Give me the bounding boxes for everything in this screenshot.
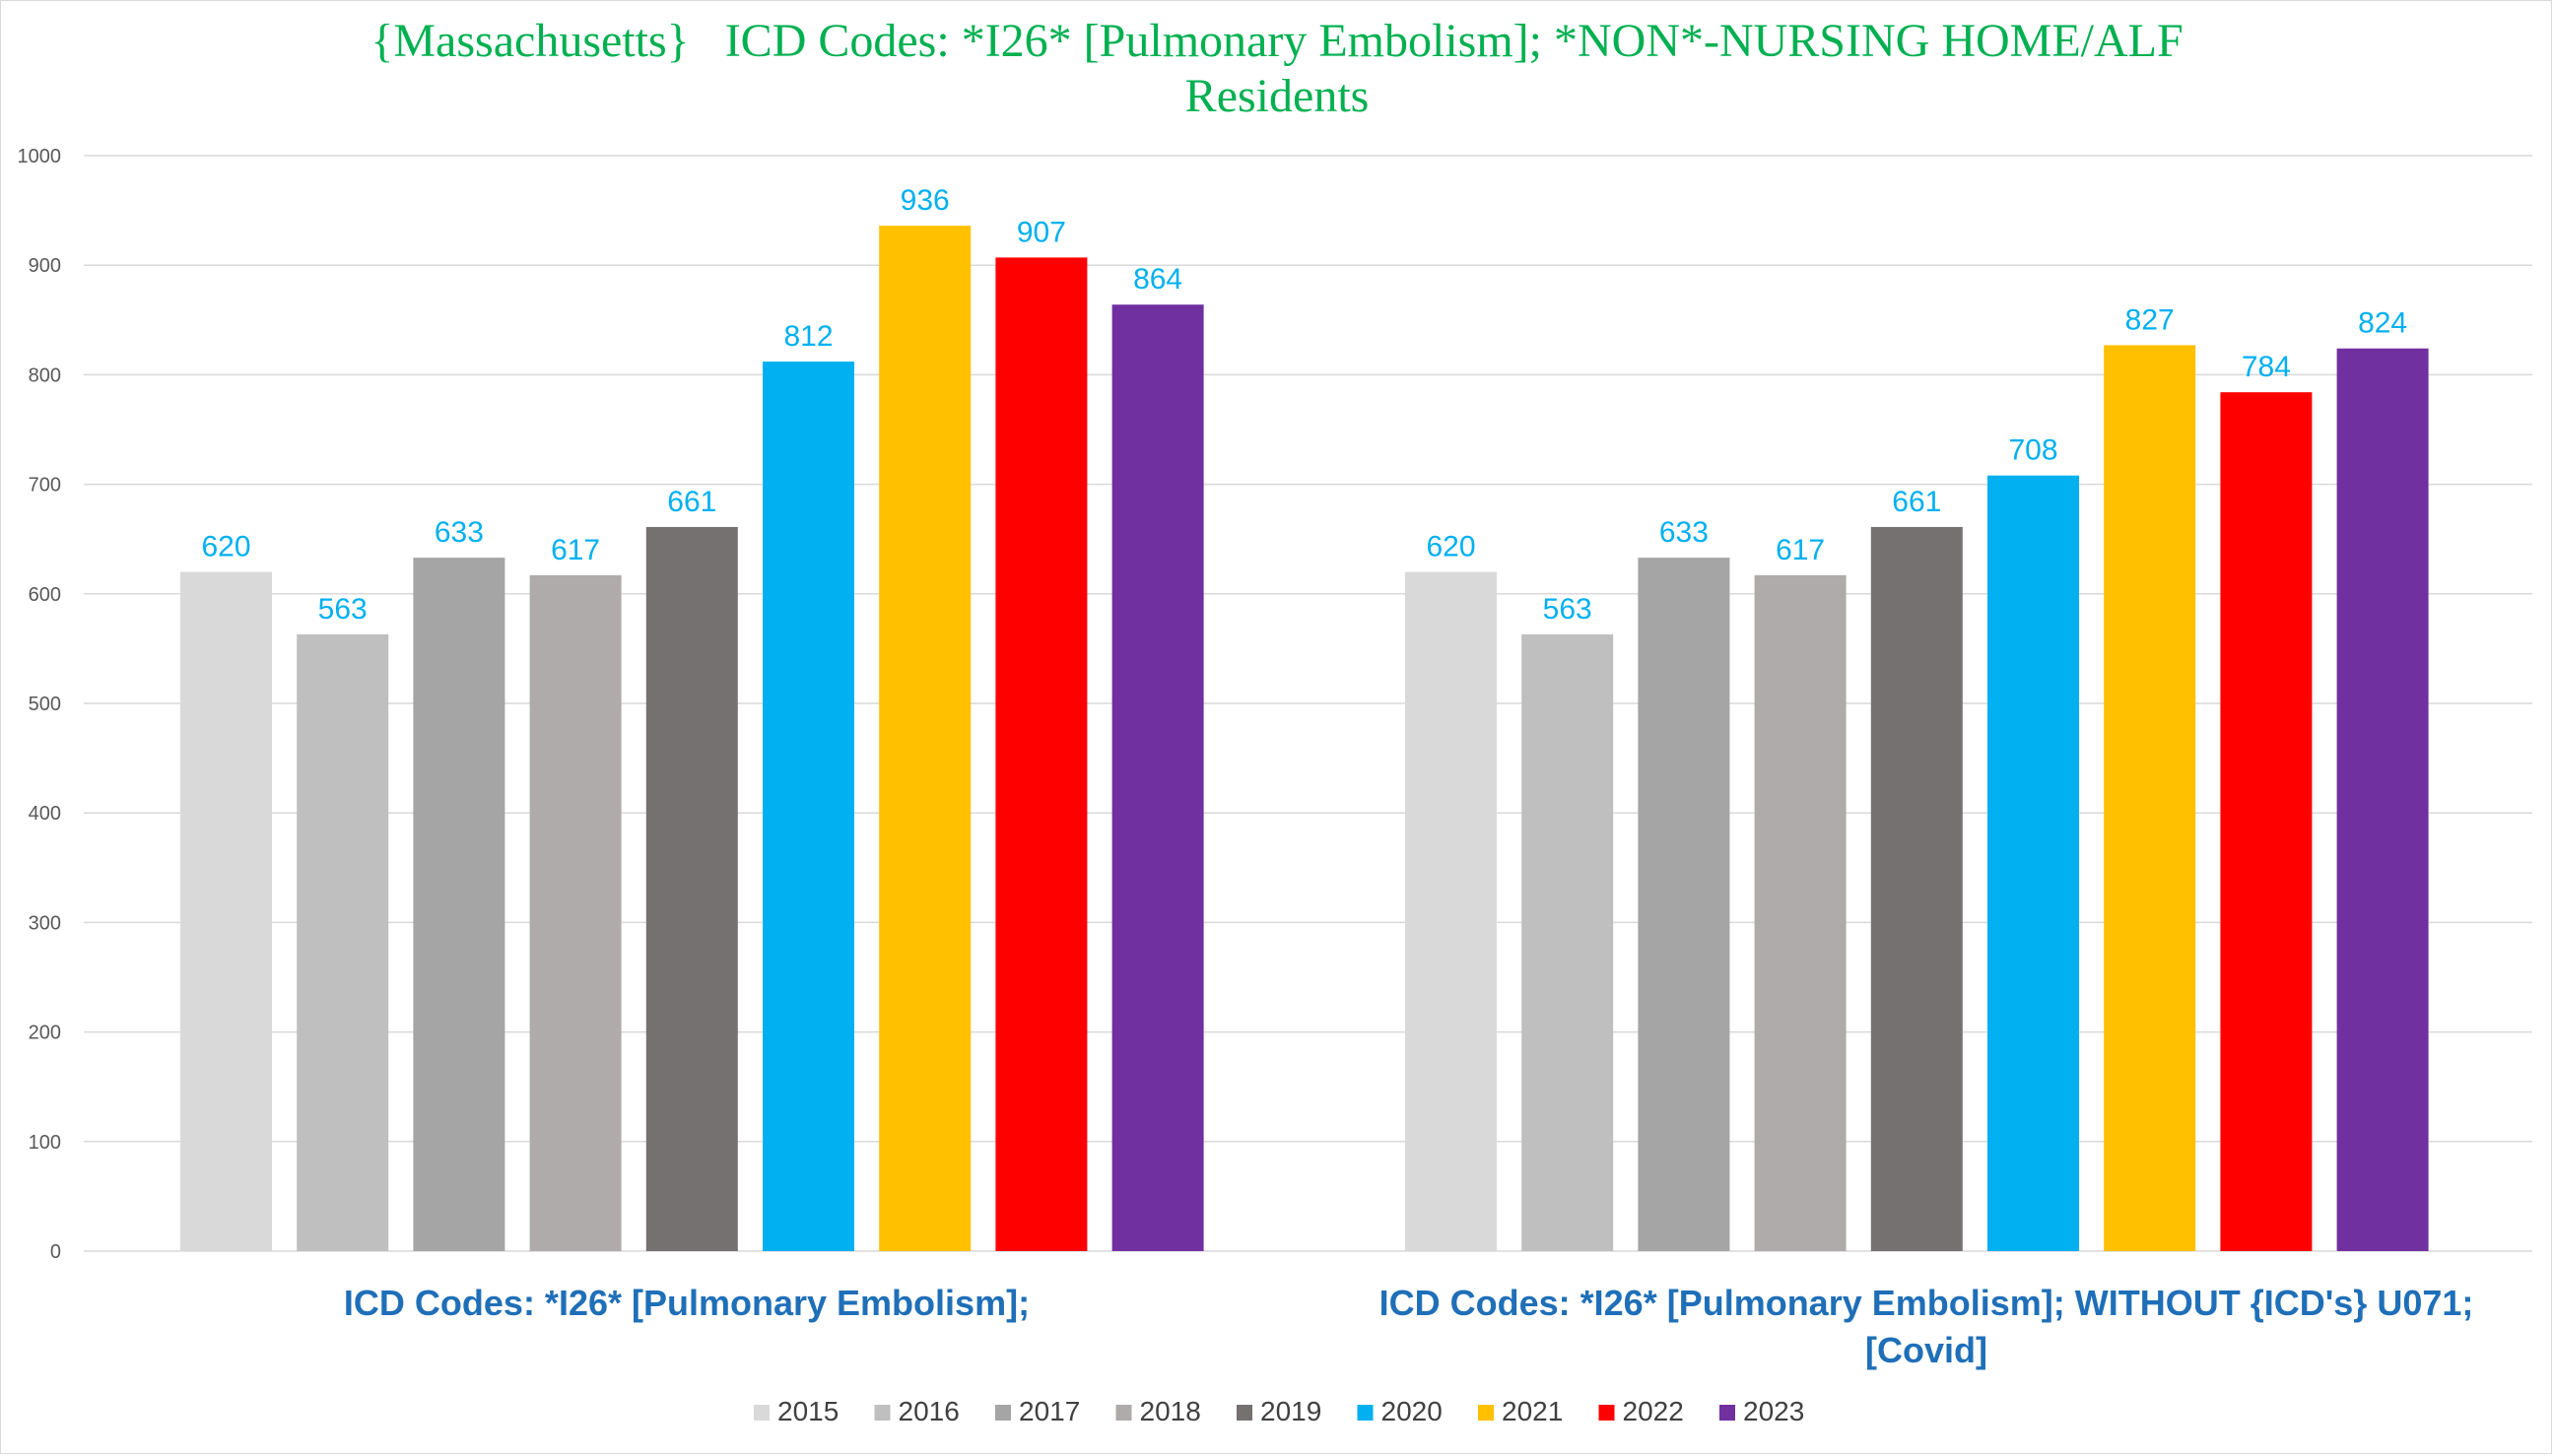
legend-label: 2018 (1140, 1396, 1201, 1426)
bar (2220, 392, 2313, 1251)
data-label: 907 (1017, 216, 1066, 248)
bar (2336, 348, 2429, 1251)
bar (413, 558, 505, 1251)
bar (1987, 475, 2079, 1252)
category-label: ICD Codes: *I26* [Pulmonary Embolism]; W… (1379, 1283, 2474, 1323)
legend-label: 2020 (1381, 1396, 1443, 1426)
legend-label: 2023 (1743, 1396, 1804, 1426)
category-label: ICD Codes: *I26* [Pulmonary Embolism]; (344, 1283, 1030, 1323)
data-label: 812 (783, 320, 833, 353)
bar (645, 526, 738, 1251)
bar (180, 571, 272, 1251)
data-label: 824 (2358, 307, 2407, 340)
y-tick-label: 300 (29, 912, 61, 934)
legend-label: 2016 (899, 1396, 960, 1426)
bar (763, 362, 854, 1251)
legend-swatch (1598, 1405, 1615, 1421)
legend-label: 2015 (777, 1396, 839, 1426)
legend-swatch (1237, 1405, 1252, 1421)
data-label: 633 (1659, 516, 1709, 549)
y-axis: 0 100 200 300 400 500 600 700 800 900 1000 (18, 146, 62, 1263)
data-label: 563 (318, 593, 368, 626)
y-tick-label: 500 (29, 694, 61, 715)
y-tick-label: 900 (29, 255, 61, 277)
data-label: 620 (201, 531, 250, 563)
legend-swatch (1115, 1405, 1132, 1421)
data-label: 633 (435, 516, 484, 549)
chart-title-line-2: Residents (1184, 70, 1370, 122)
legend: 2015 2016 2017 2018 2019 2020 2021 2022 2023 (754, 1396, 1804, 1426)
y-tick-label: 1000 (18, 146, 62, 167)
legend-swatch (1719, 1405, 1735, 1421)
bar (1870, 526, 1963, 1251)
data-label: 864 (1133, 263, 1182, 296)
bar (2104, 345, 2196, 1252)
data-label: 661 (1892, 486, 1941, 518)
data-label: 827 (2125, 303, 2175, 336)
bar (879, 226, 972, 1252)
legend-swatch (995, 1405, 1011, 1421)
chart-title: {Massachusetts} ICD Codes: *I26* [Pulmon… (0, 14, 2554, 124)
bar (1521, 633, 1614, 1251)
y-tick-label: 0 (50, 1241, 61, 1263)
legend-swatch (1478, 1405, 1494, 1421)
legend-label: 2019 (1260, 1396, 1321, 1426)
category-labels: ICD Codes: *I26* [Pulmonary Embolism]; IC… (344, 1283, 2473, 1370)
bar (1405, 571, 1497, 1251)
bar (529, 574, 622, 1251)
bar (1754, 574, 1847, 1251)
category-label: [Covid] (1865, 1330, 1987, 1370)
data-label: 661 (667, 486, 716, 518)
y-tick-label: 800 (29, 364, 61, 386)
bars (180, 226, 2429, 1252)
data-label: 620 (1426, 531, 1475, 563)
bar (297, 633, 389, 1251)
data-label: 784 (2242, 351, 2291, 383)
y-tick-label: 400 (29, 803, 61, 825)
y-tick-label: 700 (29, 475, 61, 496)
bar (995, 257, 1088, 1251)
data-label: 708 (2008, 434, 2057, 467)
legend-swatch (874, 1405, 891, 1421)
data-label: 563 (1543, 593, 1592, 626)
legend-swatch (1357, 1405, 1374, 1421)
bar (1638, 558, 1730, 1251)
data-labels: 620 620 563 563 633 633 617 617 661 661 812 708 936 8… (201, 184, 2407, 626)
y-tick-label: 100 (29, 1132, 61, 1154)
y-tick-label: 200 (29, 1023, 61, 1044)
legend-label: 2022 (1623, 1396, 1684, 1426)
data-label: 617 (551, 534, 600, 566)
legend-label: 2017 (1019, 1396, 1080, 1426)
bar (1111, 304, 1204, 1251)
data-label: 936 (901, 184, 950, 217)
legend-label: 2021 (1502, 1396, 1563, 1426)
y-tick-label: 600 (29, 584, 61, 606)
data-label: 617 (1776, 534, 1825, 566)
legend-swatch (754, 1405, 770, 1421)
chart-title-line-1: {Massachusetts} ICD Codes: *I26* [Pulmon… (370, 15, 2184, 67)
